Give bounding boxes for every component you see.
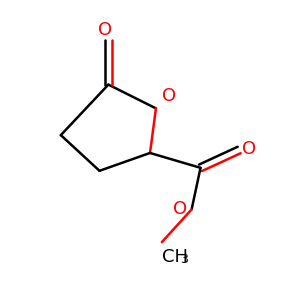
Text: O: O [242, 140, 256, 158]
Text: O: O [173, 200, 187, 218]
Text: O: O [98, 20, 112, 38]
Text: 3: 3 [180, 253, 188, 266]
Text: O: O [162, 87, 176, 105]
Text: CH: CH [162, 248, 188, 266]
